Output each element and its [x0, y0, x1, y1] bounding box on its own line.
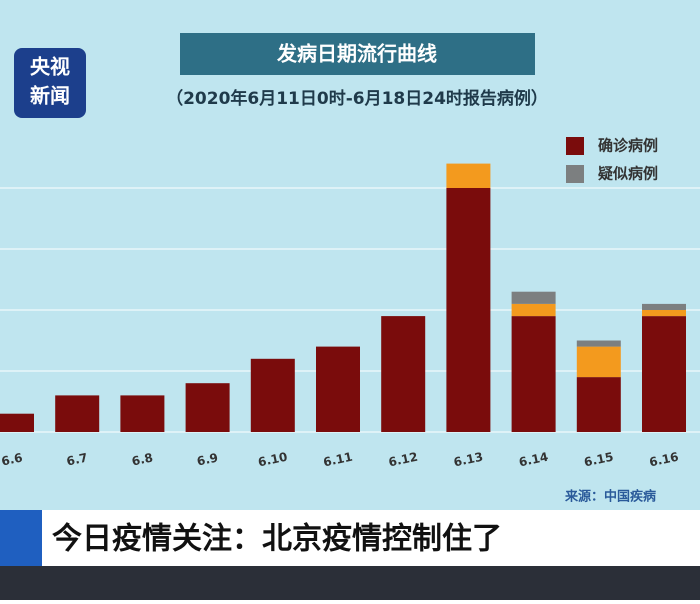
legend-swatch [566, 165, 584, 183]
bar-segment [0, 413, 34, 432]
x-tick-label: 6.12 [387, 450, 419, 470]
logo-text: 新闻 [30, 84, 70, 108]
x-tick-label: 6.6 [0, 450, 24, 468]
bar-segment [381, 316, 426, 432]
bar-segment [576, 346, 621, 378]
x-tick-label: 6.7 [65, 450, 89, 468]
bar-segment [642, 316, 686, 432]
legend-label: 确诊病例 [598, 137, 658, 155]
bar-segment [511, 291, 556, 304]
logo-box [14, 48, 86, 118]
bar-segment [642, 310, 686, 317]
banner-box [0, 510, 700, 566]
bar-segment [446, 188, 491, 432]
plot: 6.6 6.7 6.8 6.9 6.10 6.11 6.12 6.13 6.14 6.15 6.16… [0, 137, 700, 470]
bar-segment [576, 377, 621, 432]
bar-segment [511, 316, 556, 432]
x-tick-label: 6.10 [257, 450, 289, 470]
source: 来源：中国疾病 [564, 489, 656, 505]
bar-segment [511, 303, 556, 317]
bar-segment [185, 383, 230, 432]
x-tick-label: 6.8 [130, 450, 154, 468]
legend-swatch [566, 137, 584, 155]
bar-segment [642, 303, 686, 310]
title-box [180, 33, 535, 75]
x-tick-label: 6.15 [583, 450, 615, 470]
bar-segment [316, 346, 360, 432]
x-tick-label: 6.14 [518, 450, 550, 470]
chart-subtitle: （2020年6月11日0时-6月18日24时报告病例） [166, 88, 548, 109]
logo-text: 央视 [30, 55, 70, 79]
legend-label: 疑似病例 [598, 165, 658, 183]
x-tick-label: 6.16 [648, 450, 680, 470]
banner-tag [0, 510, 42, 566]
bar-segment [120, 395, 165, 432]
bar-segment [250, 358, 295, 432]
bar-segment [446, 163, 491, 188]
banner-text: 今日疫情关注：北京疫情控制住了 [52, 522, 502, 557]
chart-title: 发病日期流行曲线 [276, 42, 437, 66]
x-tick-label: 6.11 [322, 450, 354, 470]
bar-segment [55, 395, 100, 432]
x-tick-label: 6.13 [452, 450, 484, 470]
bottom-strip [0, 566, 700, 600]
x-tick-label: 6.9 [196, 450, 220, 468]
bar-segment [576, 340, 621, 347]
